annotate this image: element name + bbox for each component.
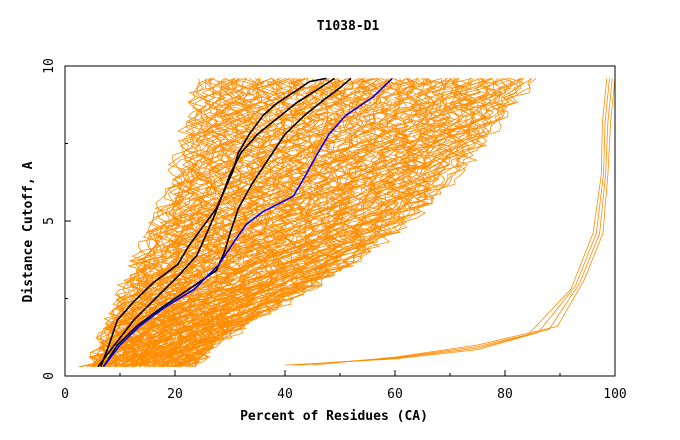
- bundle-line: [133, 78, 381, 368]
- x-tick-label: 80: [497, 387, 513, 402]
- bundle-texture: [132, 307, 255, 312]
- bundle-texture: [123, 328, 209, 333]
- bundle-line: [148, 78, 416, 368]
- bundle-texture: [179, 201, 398, 207]
- bundle-texture: [151, 264, 322, 270]
- bundle-line: [110, 78, 293, 368]
- bundle-texture: [125, 322, 223, 328]
- bundle-line: [109, 78, 287, 368]
- bundle-line: [180, 78, 487, 367]
- bundle-texture: [135, 301, 257, 307]
- bundle-texture: [216, 85, 507, 91]
- x-tick-label: 20: [167, 387, 183, 402]
- bundle-texture: [205, 122, 473, 128]
- y-tick-label: 10: [42, 58, 57, 74]
- x-axis-label: Percent of Residues (CA): [240, 409, 428, 424]
- bundle-line: [97, 78, 249, 367]
- bundle-line: [148, 78, 407, 368]
- bundle-line: [98, 78, 217, 367]
- bundle-texture: [201, 138, 457, 143]
- bundle-line: [190, 78, 524, 367]
- axis-ticks: 0 20 40 60 80 100 0 5 10: [42, 58, 627, 402]
- bundle-line: [170, 78, 490, 368]
- bundle-texture: [149, 270, 307, 275]
- series-line-4: [102, 77, 393, 368]
- bundle-texture: [121, 333, 207, 338]
- bundle-texture: [146, 275, 305, 280]
- bundle-texture: [210, 106, 489, 112]
- bundle-line: [132, 78, 343, 368]
- bundle-texture: [113, 349, 187, 354]
- outlier-line: [312, 78, 616, 366]
- x-tick-label: 100: [603, 387, 626, 402]
- bundle-texture: [160, 243, 355, 249]
- bundle-texture: [116, 344, 190, 349]
- outlier-line: [298, 78, 613, 366]
- x-tick-label: 0: [61, 387, 69, 402]
- bundle-texture: [108, 359, 170, 365]
- bundle-line: [89, 78, 216, 367]
- bundle-texture: [137, 296, 271, 302]
- series-line-2: [102, 77, 352, 368]
- y-axis-label: Distance Cutoff, A: [21, 161, 36, 302]
- bundle-texture: [165, 233, 360, 238]
- bundle-line: [174, 78, 499, 368]
- bundle-line: [171, 78, 470, 368]
- bundle-texture: [158, 249, 341, 254]
- bundle-line: [175, 78, 509, 368]
- bundle-texture: [111, 354, 185, 359]
- bundle-line: [80, 78, 211, 368]
- bundle-texture: [211, 101, 491, 107]
- y-tick-label: 0: [42, 372, 57, 380]
- bundle-line: [140, 78, 401, 368]
- bundle-texture: [190, 175, 433, 180]
- bundle-texture: [208, 112, 476, 117]
- bundle-line: [88, 78, 215, 367]
- trajectory-bundle: [78, 78, 616, 368]
- bundle-texture: [156, 254, 339, 259]
- outlier-line: [284, 78, 608, 366]
- x-tick-label: 40: [277, 387, 293, 402]
- bundle-line: [158, 78, 438, 367]
- series-line-3: [97, 77, 335, 368]
- bundle-line: [92, 78, 213, 367]
- outlier-line: [293, 78, 610, 366]
- bundle-texture: [217, 80, 509, 85]
- bundle-line: [93, 78, 239, 367]
- bundle-line: [189, 78, 510, 367]
- series-lines: [97, 77, 393, 368]
- bundle-texture: [203, 133, 470, 138]
- bundle-texture: [118, 338, 192, 344]
- bundle-texture: [214, 91, 494, 96]
- bundle-line: [192, 78, 532, 367]
- bundle-line: [91, 78, 227, 368]
- chart-title: T1038-D1: [317, 19, 380, 34]
- bundle-texture: [212, 96, 492, 101]
- bundle-texture: [170, 222, 377, 228]
- bundle-texture: [144, 280, 291, 286]
- bundle-texture: [130, 312, 240, 317]
- bundle-texture: [163, 238, 358, 244]
- bundle-line: [131, 78, 372, 367]
- bundle-line: [192, 78, 514, 367]
- bundle-texture: [167, 228, 374, 233]
- bundle-texture: [172, 217, 391, 222]
- bundle-texture: [197, 154, 452, 159]
- bundle-texture: [204, 127, 472, 133]
- bundle-texture: [153, 259, 324, 265]
- y-tick-label: 5: [42, 217, 57, 225]
- x-tick-label: 60: [387, 387, 403, 402]
